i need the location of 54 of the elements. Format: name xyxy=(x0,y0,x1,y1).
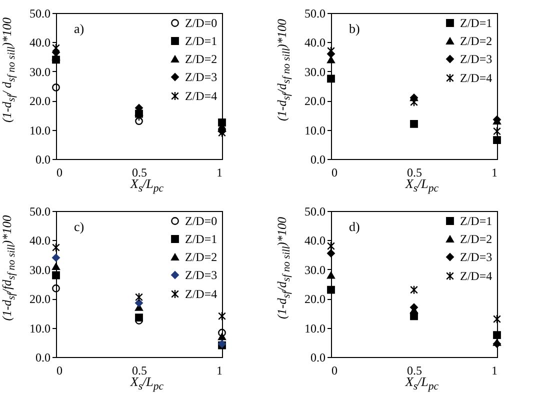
y-tick-label: 30.0 xyxy=(30,64,50,79)
y-tick-label: 50.0 xyxy=(30,6,50,20)
annotation: b) xyxy=(349,21,360,36)
y-tick-label: 20.0 xyxy=(30,292,50,306)
y-tick-label: 0.0 xyxy=(36,152,50,166)
legend-label: Z/D=2 xyxy=(185,52,218,66)
legend-label: Z/D=1 xyxy=(185,232,218,246)
legend-label: Z/D=3 xyxy=(185,268,218,282)
y-tick-label: 50.0 xyxy=(304,6,326,20)
annotation: a) xyxy=(74,21,84,36)
y-tick-label: 40.0 xyxy=(304,36,326,50)
y-tick-label: 0.0 xyxy=(310,350,326,364)
legend-label: Z/D=2 xyxy=(460,232,492,246)
y-tick-label: 50.0 xyxy=(304,204,326,218)
y-tick-label: 20.0 xyxy=(304,94,326,108)
annotation: c) xyxy=(74,219,84,234)
legend-label: Z/D=4 xyxy=(185,287,218,301)
y-tick-label: 50.0 xyxy=(30,204,50,218)
legend-label: Z/D=3 xyxy=(460,52,492,66)
y-tick-label: 10.0 xyxy=(304,321,326,336)
x-tick-label: 0 xyxy=(332,166,338,180)
legend-label: Z/D=1 xyxy=(185,34,218,48)
legend-label: Z/D=4 xyxy=(460,71,492,85)
y-tick-label: 40.0 xyxy=(30,234,50,248)
y-tick-label: 30.0 xyxy=(304,262,326,277)
legend-label: Z/D=0 xyxy=(185,16,218,30)
y-tick-label: 10.0 xyxy=(304,123,326,138)
y-tick-label: 10.0 xyxy=(30,321,50,336)
y-tick-label: 30.0 xyxy=(304,64,326,79)
legend-label: Z/D=3 xyxy=(185,70,218,84)
x-tick-label: 0 xyxy=(332,364,338,378)
y-tick-label: 40.0 xyxy=(304,234,326,248)
x-tick-label: 0 xyxy=(56,166,62,180)
legend-label: Z/D=3 xyxy=(460,250,492,264)
y-tick-label: 0.0 xyxy=(36,350,50,364)
y-tick-label: 30.0 xyxy=(30,262,50,277)
legend-label: Z/D=2 xyxy=(460,34,492,48)
x-tick-label: 1 xyxy=(216,166,222,180)
legend-label: Z/D=4 xyxy=(460,269,492,283)
x-tick-label: 1 xyxy=(492,364,498,378)
y-tick-label: 10.0 xyxy=(30,123,50,138)
legend-label: Z/D=2 xyxy=(185,250,218,264)
legend-label: Z/D=1 xyxy=(460,214,492,228)
y-tick-label: 40.0 xyxy=(30,36,50,50)
legend-label: Z/D=0 xyxy=(185,214,218,228)
y-tick-label: 0.0 xyxy=(310,152,326,166)
x-tick-label: 1 xyxy=(216,364,222,378)
annotation: d) xyxy=(349,219,360,234)
legend-label: Z/D=1 xyxy=(460,16,492,30)
x-tick-label: 1 xyxy=(492,166,498,180)
y-tick-label: 20.0 xyxy=(304,292,326,306)
legend-label: Z/D=4 xyxy=(185,89,218,103)
y-tick-label: 20.0 xyxy=(30,94,50,108)
x-tick-label: 0 xyxy=(56,364,62,378)
